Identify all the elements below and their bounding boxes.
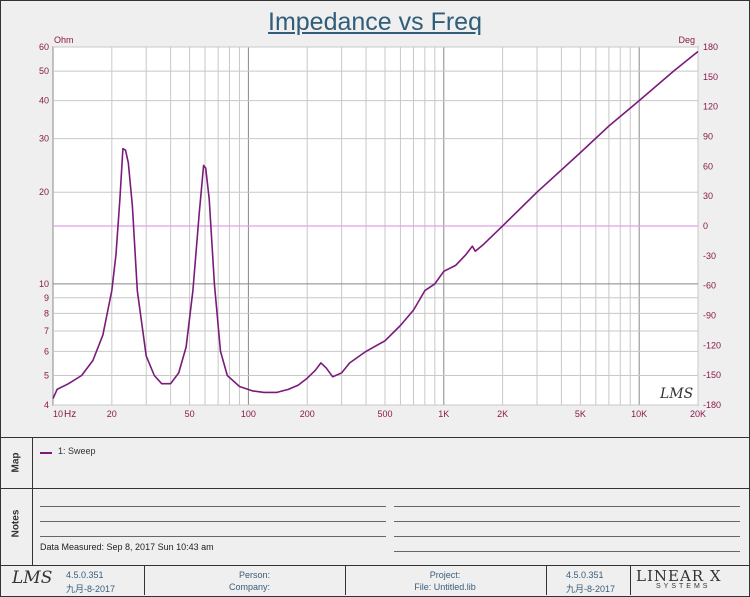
y2-tick-label: 60 xyxy=(703,161,713,171)
brand-logo: LINEAR X xyxy=(636,567,722,585)
footer-date-left: 九月-8-2017 xyxy=(66,584,116,594)
notes-line xyxy=(394,506,740,507)
notes-line xyxy=(40,521,386,522)
x-tick-label: 5K xyxy=(575,409,586,419)
y-tick-label: 60 xyxy=(39,42,49,52)
y-tick-label: 30 xyxy=(39,134,49,144)
notes-line xyxy=(394,521,740,522)
footer-company: Company: xyxy=(228,582,270,592)
y2-tick-label: 0 xyxy=(703,221,708,231)
y-tick-label: 50 xyxy=(39,66,49,76)
divider-notes-top xyxy=(0,488,750,489)
curves xyxy=(52,50,699,399)
notes-line xyxy=(40,506,386,507)
footer-project-cell xyxy=(345,566,546,595)
notes-panel xyxy=(32,489,748,565)
y2-axis-unit: Deg xyxy=(678,35,695,45)
y-axis-unit: Ohm xyxy=(54,35,74,45)
notes-line xyxy=(394,551,740,552)
footer-person-cell xyxy=(144,566,345,595)
y-tick-label: 20 xyxy=(39,187,49,197)
notes-panel-label: Notes xyxy=(10,509,22,538)
y-tick-label: 7 xyxy=(44,326,49,336)
x-tick-label: 10 xyxy=(53,409,63,419)
series-line xyxy=(52,50,699,399)
legend-swatch xyxy=(40,452,52,454)
y-tick-label: 5 xyxy=(44,371,49,381)
footer-logo: LMS xyxy=(12,568,53,588)
y-tick-label: 8 xyxy=(44,308,49,318)
y2-tick-label: -30 xyxy=(703,251,716,261)
y2-tick-label: -90 xyxy=(703,311,716,321)
notes-line xyxy=(40,536,386,537)
y2-tick-label: 30 xyxy=(703,191,713,201)
measured-date: Data Measured: Sep 8, 2017 Sun 10:43 am xyxy=(40,542,214,552)
divider-footer-top xyxy=(0,565,750,566)
x-tick-label: 200 xyxy=(300,409,315,419)
y2-tick-label: 180 xyxy=(703,42,718,52)
x-tick-label: 2K xyxy=(497,409,508,419)
footer-project: Project: xyxy=(429,570,461,580)
map-panel xyxy=(32,438,748,488)
x-tick-label: 50 xyxy=(185,409,195,419)
y-tick-label: 4 xyxy=(44,400,49,410)
grid xyxy=(52,46,699,406)
footer-version-left: 4.5.0.351 xyxy=(66,570,104,580)
footer-brand-cell xyxy=(630,566,749,595)
x-tick-label: 100 xyxy=(241,409,256,419)
brand-sub: SYSTEMS xyxy=(656,583,711,590)
x-axis-unit: Hz xyxy=(64,409,76,420)
map-panel-label: Map xyxy=(10,452,22,473)
y2-tick-label: 90 xyxy=(703,132,713,142)
y-tick-label: 6 xyxy=(44,346,49,356)
footer-date-right: 九月-8-2017 xyxy=(566,584,616,594)
divider-map-top xyxy=(0,437,750,438)
y2-tick-label: -120 xyxy=(703,340,721,350)
y-tick-label: 9 xyxy=(44,293,49,303)
footer-version-right: 4.5.0.351 xyxy=(566,570,604,580)
y2-tick-label: -150 xyxy=(703,370,721,380)
tick-labels: 10 20 50 100 200 500 1K 2K 5K 10K 20K4567891020304… xyxy=(39,42,721,419)
footer-person: Person: xyxy=(238,570,270,580)
watermark-logo: LMS xyxy=(659,386,693,402)
y2-tick-label: -60 xyxy=(703,281,716,291)
x-tick-label: 1K xyxy=(438,409,449,419)
legend-label: 1: Sweep xyxy=(58,446,96,456)
y-tick-label: 40 xyxy=(39,96,49,106)
x-tick-label: 20K xyxy=(690,409,706,419)
x-tick-label: 20 xyxy=(107,409,117,419)
footer-file: File: Untitled.lib xyxy=(414,582,476,592)
y-tick-label: 10 xyxy=(39,279,49,289)
y2-tick-label: -180 xyxy=(703,400,721,410)
notes-line xyxy=(394,536,740,537)
chart-title: Impedance vs Freq xyxy=(268,8,482,36)
y2-tick-label: 150 xyxy=(703,72,718,82)
x-tick-label: 500 xyxy=(377,409,392,419)
x-tick-label: 10K xyxy=(631,409,647,419)
y2-tick-label: 120 xyxy=(703,102,718,112)
footer-version-right-cell xyxy=(546,566,631,595)
impedance-chart: 10 20 50 100 200 500 1K 2K 5K 10K 20K4567891020304… xyxy=(39,35,721,420)
